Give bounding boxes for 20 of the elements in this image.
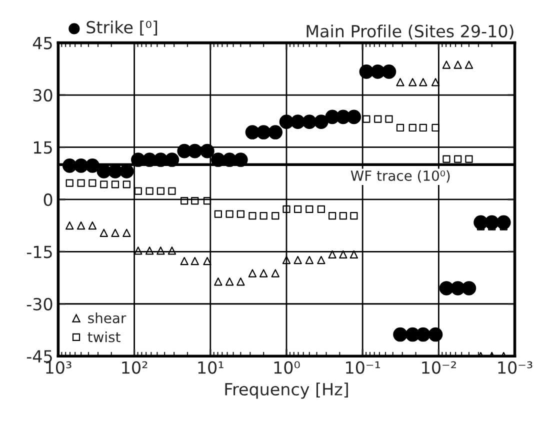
chart-title: Main Profile (Sites 29-10) xyxy=(306,24,514,40)
x-tick-label: 10⁻¹ xyxy=(346,361,380,374)
legend-label: shear xyxy=(88,312,126,324)
y-tick-label: 0 xyxy=(44,193,52,206)
y-tick-label: 15 xyxy=(34,141,52,154)
x-tick-label: 10² xyxy=(122,361,148,374)
x-axis-title: Frequency [Hz] xyxy=(225,382,348,399)
y-tick-label: 30 xyxy=(33,88,52,102)
x-tick-label: 10¹ xyxy=(198,361,224,374)
x-tick-label: 10⁻³ xyxy=(498,361,532,374)
legend-label: Strike [⁰] xyxy=(86,20,158,36)
y-tick-label: -30 xyxy=(26,298,52,310)
x-tick-label: 10⁻² xyxy=(422,361,456,374)
y-tick-label: -15 xyxy=(26,246,52,258)
ref-line-label: WF trace (10⁰) xyxy=(350,170,450,183)
x-tick-label: 10⁰ xyxy=(274,361,300,374)
y-tick-label: 45 xyxy=(32,36,52,50)
legend-label: twist xyxy=(88,332,120,342)
x-tick-label: 10³ xyxy=(46,361,72,374)
y-tick-label: -45 xyxy=(26,350,52,363)
